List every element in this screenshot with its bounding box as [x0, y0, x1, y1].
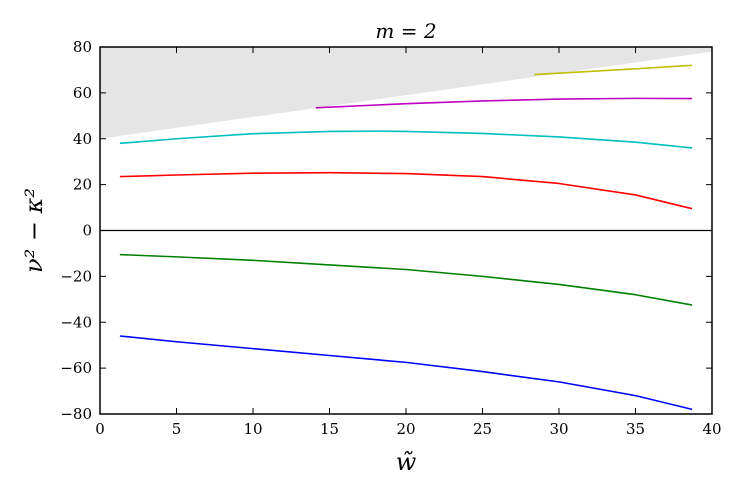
- series-line-3: [119, 171, 693, 210]
- x-tick-label: 25: [473, 420, 492, 438]
- y-tick-label: 60: [73, 84, 92, 102]
- y-tick-label: −60: [60, 359, 92, 377]
- series-line-4: [119, 130, 693, 149]
- chart-title: m = 2: [375, 19, 436, 43]
- x-tick-label: 15: [320, 420, 339, 438]
- x-tick-label: 10: [243, 420, 262, 438]
- y-axis-label: ν² − κ²: [20, 188, 48, 273]
- series-line-1: [119, 335, 693, 411]
- x-tick-label: 5: [172, 420, 182, 438]
- series-layer: [119, 64, 693, 411]
- y-tick-label: −20: [60, 267, 92, 285]
- x-tick-label: 40: [702, 420, 721, 438]
- x-tick-label: 0: [95, 420, 105, 438]
- y-tick-label: −80: [60, 405, 92, 423]
- x-tick-label: 20: [396, 420, 415, 438]
- y-tick-label: 80: [73, 38, 92, 56]
- series-line-5: [315, 97, 693, 109]
- shaded-region: [100, 47, 712, 139]
- shaded-region-layer: [100, 47, 712, 139]
- x-axis-label: w̃: [396, 448, 417, 476]
- series-line-6: [534, 64, 693, 76]
- y-tick-label: −40: [60, 313, 92, 331]
- y-tick-label: 0: [82, 222, 92, 240]
- y-tick-label: 40: [73, 130, 92, 148]
- series-line-2: [119, 253, 693, 306]
- x-tick-label: 30: [549, 420, 568, 438]
- tick-layer: 0 5 10 15 20 25 30 35 40 −80 −60 −40 −20 0 20 40 60 80: [60, 38, 721, 438]
- y-tick-label: 20: [73, 176, 92, 194]
- x-tick-label: 35: [626, 420, 645, 438]
